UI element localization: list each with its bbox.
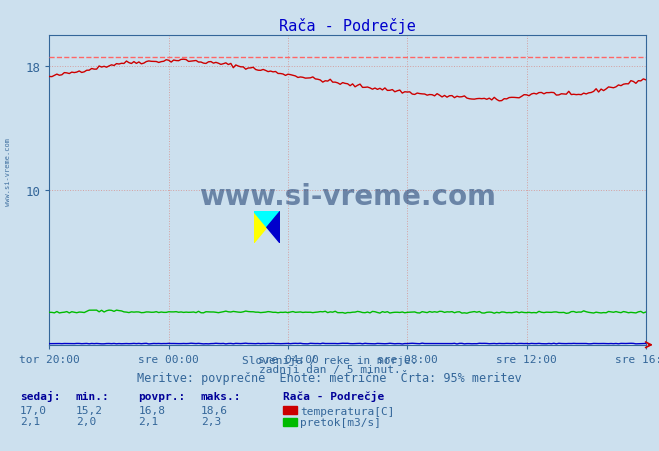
Polygon shape <box>254 212 280 228</box>
Text: maks.:: maks.: <box>201 391 241 401</box>
Text: povpr.:: povpr.: <box>138 391 186 401</box>
Text: Meritve: povprečne  Enote: metrične  Črta: 95% meritev: Meritve: povprečne Enote: metrične Črta:… <box>137 369 522 384</box>
Text: Rača - Podrečje: Rača - Podrečje <box>283 390 385 401</box>
Text: 16,8: 16,8 <box>138 405 165 414</box>
Text: min.:: min.: <box>76 391 109 401</box>
Text: 2,1: 2,1 <box>20 416 40 426</box>
Text: 2,1: 2,1 <box>138 416 159 426</box>
Text: zadnji dan / 5 minut.: zadnji dan / 5 minut. <box>258 364 401 374</box>
Text: 15,2: 15,2 <box>76 405 103 414</box>
Text: temperatura[C]: temperatura[C] <box>300 406 394 416</box>
Text: sedaj:: sedaj: <box>20 390 60 401</box>
Text: 2,0: 2,0 <box>76 416 96 426</box>
Text: 18,6: 18,6 <box>201 405 228 414</box>
Text: www.si-vreme.com: www.si-vreme.com <box>199 183 496 211</box>
Text: 17,0: 17,0 <box>20 405 47 414</box>
Text: pretok[m3/s]: pretok[m3/s] <box>300 417 381 427</box>
Text: www.si-vreme.com: www.si-vreme.com <box>5 138 11 205</box>
Text: 2,3: 2,3 <box>201 416 221 426</box>
Text: Slovenija / reke in morje.: Slovenija / reke in morje. <box>242 355 417 365</box>
Title: Rača - Podrečje: Rača - Podrečje <box>279 18 416 33</box>
Polygon shape <box>267 212 280 244</box>
Polygon shape <box>254 212 267 244</box>
